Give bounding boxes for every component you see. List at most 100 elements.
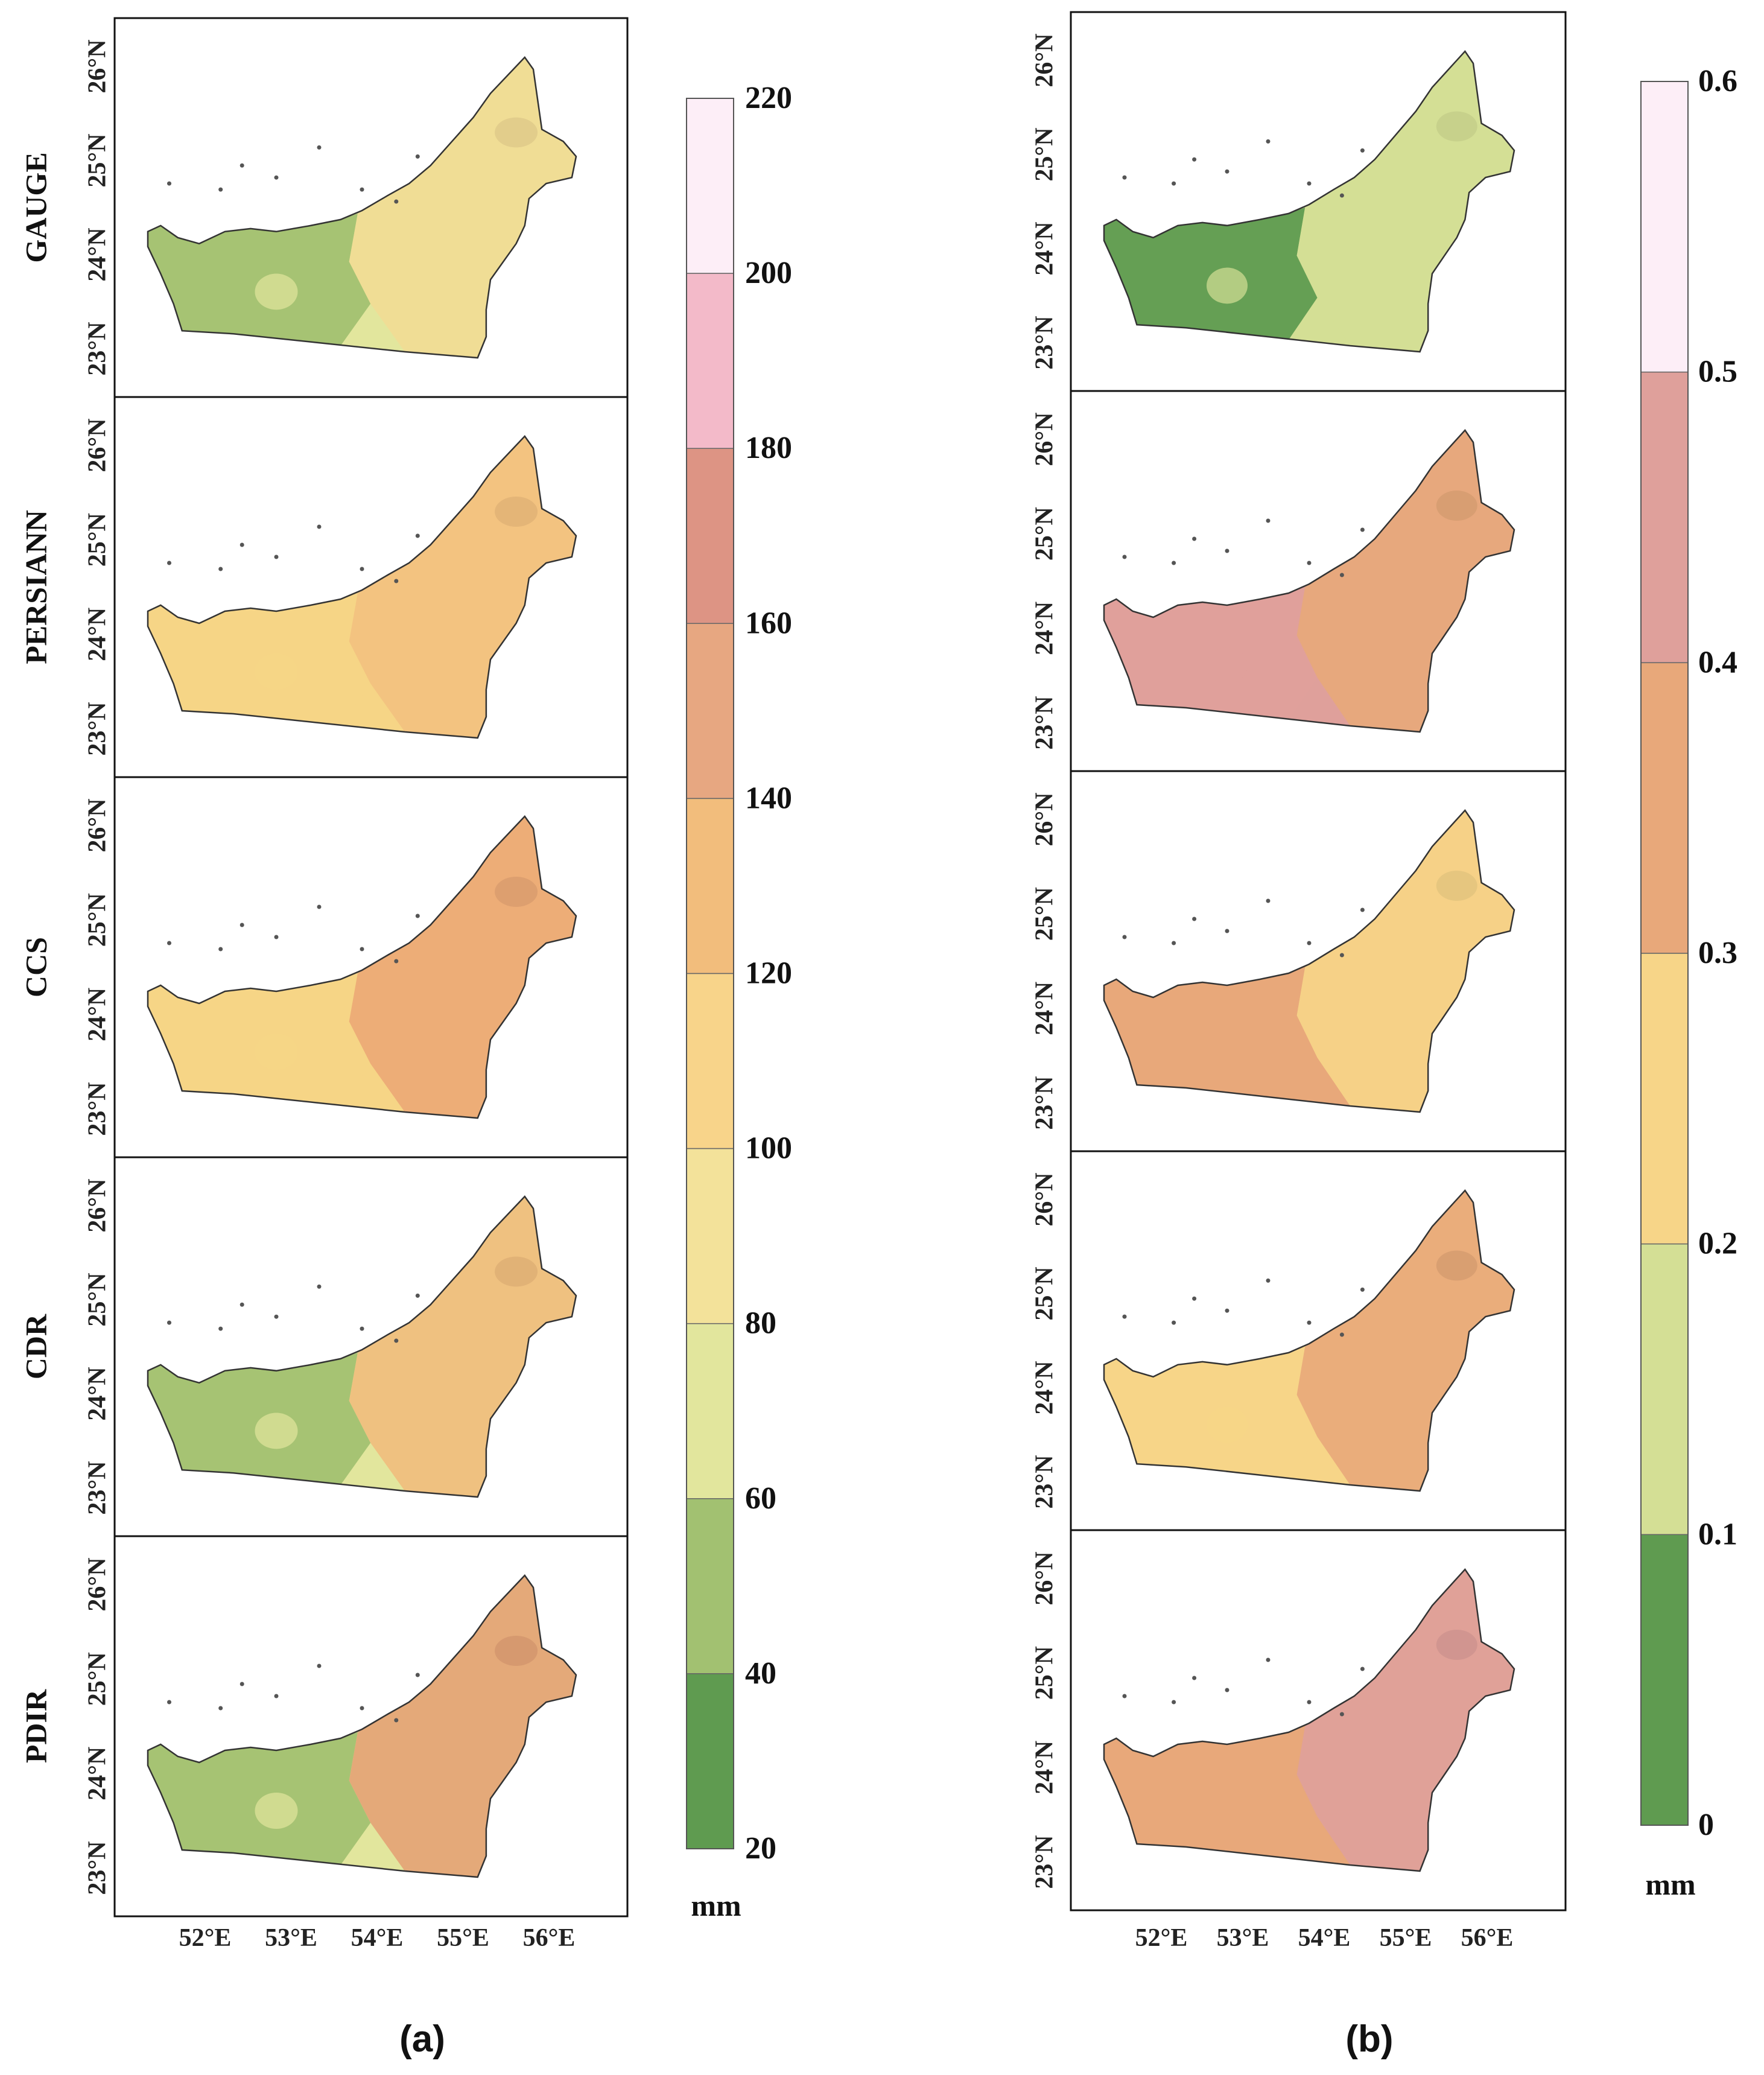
map-island — [1192, 536, 1197, 541]
map-island — [1339, 953, 1344, 958]
map-coastline — [147, 1195, 577, 1498]
colorbar-tick-label: 0.1 — [1698, 1517, 1737, 1551]
lat-tick-label: 23°N — [84, 1082, 112, 1136]
colorbar: 0.6 0.5 0.4 0.3 0.2 0.1 0mm — [1640, 64, 1737, 1901]
row-label-cdr: CDR — [19, 1314, 52, 1379]
map-island — [415, 1293, 420, 1298]
colorbar-tick-label: 180 — [745, 431, 792, 465]
lon-tick-label: 53°E — [265, 1924, 317, 1952]
map-fill — [1104, 1190, 1514, 1491]
map-island — [1360, 907, 1365, 912]
map-island — [240, 1682, 244, 1686]
map-local-patch — [495, 1636, 538, 1666]
map-local-patch — [1436, 111, 1477, 142]
map-coastline — [1103, 49, 1515, 353]
lat-tick-label: 23°N — [1031, 696, 1059, 749]
map-island — [394, 1338, 399, 1343]
lon-tick-label: 52°E — [1135, 1924, 1188, 1952]
lat-tick-label: 25°N — [84, 1652, 112, 1706]
map-fill — [148, 57, 576, 358]
lat-tick-label: 23°N — [84, 322, 112, 375]
lat-tick-label: 26°N — [84, 39, 112, 93]
lat-tick-label: 25°N — [1031, 127, 1059, 181]
map-island — [1266, 139, 1271, 144]
map-local-patch — [1436, 871, 1477, 901]
map-coastline — [147, 815, 577, 1119]
lat-tick-label: 23°N — [1031, 1455, 1059, 1508]
map-island — [274, 554, 279, 559]
map-island — [167, 941, 171, 945]
colorbar-tick-label: 120 — [745, 956, 792, 991]
map-local-patch — [495, 877, 538, 907]
panel-b: 26°N 25°N 24°N 23°N 26°N 25°N 24°N 23°N 26°N 25°N… — [1031, 11, 1737, 2060]
map-fill — [148, 1196, 576, 1497]
map-island — [218, 1326, 223, 1331]
lat-tick-label: 24°N — [84, 988, 112, 1041]
map-island — [1172, 941, 1176, 945]
map-island — [1225, 169, 1229, 174]
map-island — [1307, 561, 1312, 565]
colorbar-bin — [686, 1498, 734, 1674]
map-fill — [1104, 810, 1514, 1112]
lat-tick-label: 25°N — [84, 1273, 112, 1326]
map-island — [1172, 561, 1176, 565]
map-island — [1266, 1278, 1271, 1283]
colorbar-tick-label: 80 — [745, 1306, 776, 1341]
colorbar-tick-label: 220 — [745, 81, 792, 115]
map-island — [240, 163, 244, 168]
map-island — [1307, 1320, 1312, 1325]
map-island — [1192, 1676, 1197, 1680]
map-local-patch — [1436, 1250, 1477, 1281]
lon-tick-label: 55°E — [1380, 1924, 1432, 1952]
colorbar-bin — [1640, 662, 1689, 954]
colorbar-unit-label: mm — [1645, 1867, 1695, 1901]
lon-tick-label: 53°E — [1217, 1924, 1269, 1952]
map-island — [218, 567, 223, 571]
lon-tick-label: 55°E — [437, 1924, 489, 1952]
map-local-patch — [255, 653, 298, 690]
map-island — [360, 947, 364, 952]
lon-tick-label: 54°E — [1298, 1924, 1351, 1952]
colorbar-tick-label: 100 — [745, 1131, 792, 1166]
map-island — [394, 579, 399, 583]
map-frame-pdir — [113, 1535, 629, 1918]
panel-a: GAUGE 26°N 25°N 24°N 23°N PERSIANN 26°N 25°N 24°… — [19, 17, 792, 2060]
map-island — [1172, 1320, 1176, 1325]
lat-tick-label: 25°N — [84, 893, 112, 947]
map-island — [415, 533, 420, 538]
lat-tick-label: 26°N — [84, 1557, 112, 1611]
map-west-zone — [1104, 967, 1318, 1100]
lat-tick-label: 24°N — [1031, 982, 1059, 1035]
map-local-patch — [255, 1412, 298, 1449]
colorbar-tick-label: 0.2 — [1698, 1227, 1737, 1261]
map-island — [1360, 527, 1365, 532]
map-island — [1192, 157, 1197, 162]
lat-tick-label: 26°N — [1031, 33, 1059, 87]
lat-tick-label: 23°N — [84, 1841, 112, 1895]
colorbar-tick-label: 60 — [745, 1481, 776, 1516]
map-island — [394, 199, 399, 204]
map-west-zone — [148, 1732, 371, 1865]
map-frame-ccs — [113, 776, 629, 1158]
map-island — [218, 1706, 223, 1711]
map-island — [167, 1700, 171, 1705]
lat-tick-label: 26°N — [1031, 792, 1059, 846]
map-island — [1225, 548, 1229, 553]
lat-tick-label: 25°N — [1031, 507, 1059, 561]
map-west-zone — [148, 1353, 371, 1486]
map-island — [167, 1320, 171, 1325]
lat-tick-label: 24°N — [1031, 602, 1059, 655]
lat-tick-label: 24°N — [1031, 1741, 1059, 1794]
colorbar-tick-label: 0.5 — [1698, 355, 1737, 389]
map-island — [394, 1718, 399, 1723]
map-island — [1266, 1657, 1271, 1662]
colorbar-bin — [1640, 1243, 1689, 1536]
map-local-patch — [495, 1256, 538, 1287]
map-frame-persiann — [1070, 390, 1567, 772]
lat-tick-label: 23°N — [84, 702, 112, 755]
map-island — [1122, 175, 1127, 180]
map-west-zone — [148, 593, 371, 726]
map-island — [317, 145, 322, 150]
map-island — [1266, 518, 1271, 523]
